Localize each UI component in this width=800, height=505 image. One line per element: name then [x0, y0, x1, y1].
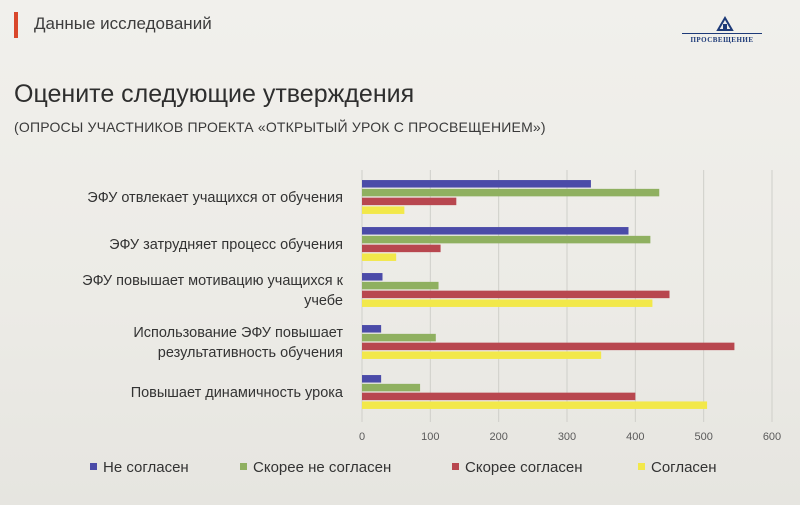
- bar: [362, 244, 441, 253]
- bar-chart: 0 100 200 300 400 500 600 ЭФУ отвлекает учащихс…: [82, 170, 781, 443]
- legend-item: Согласен: [638, 459, 717, 476]
- logo-emblem-icon: [716, 16, 734, 31]
- bar: [362, 383, 421, 392]
- chart-legend: Не согласен Скорее не согласен Скорее согл…: [90, 459, 730, 479]
- category-label: Повышает динамичность урока: [131, 385, 344, 401]
- category-label: ЭФУ затрудняет процесс обучения: [109, 237, 343, 253]
- slide-title: Оцените следующие утверждения: [14, 80, 415, 108]
- bar: [362, 281, 439, 290]
- legend-label: Согласен: [651, 459, 717, 476]
- x-tick-label: 300: [558, 431, 576, 443]
- category-label: учебе: [304, 293, 343, 309]
- bar: [362, 235, 651, 244]
- logo-text: ПРОСВЕЩЕНИЕ: [690, 36, 754, 44]
- legend-label: Не согласен: [103, 459, 189, 476]
- bar: [362, 325, 382, 333]
- bar: [362, 290, 670, 299]
- bar: [362, 333, 436, 342]
- bar: [362, 401, 708, 409]
- bar: [362, 375, 382, 383]
- publisher-logo: ПРОСВЕЩЕНИЕ: [676, 16, 768, 50]
- legend-swatch: [452, 462, 459, 470]
- bar: [362, 342, 735, 351]
- bar: [362, 273, 383, 281]
- legend-item: Не согласен: [90, 459, 189, 476]
- slide-header: Данные исследований ПРОСВЕЩЕНИЕ: [0, 0, 800, 60]
- bar: [362, 180, 591, 188]
- legend-label: Скорее согласен: [465, 459, 583, 476]
- x-tick-label: 500: [694, 431, 712, 443]
- bar: [362, 188, 660, 197]
- bar: [362, 299, 653, 307]
- x-tick-label: 400: [626, 431, 644, 443]
- slide-subtitle: (ОПРОСЫ УЧАСТНИКОВ ПРОЕКТА «ОТКРЫТЫЙ УРО…: [14, 119, 546, 135]
- bar: [362, 227, 629, 235]
- bar: [362, 392, 636, 401]
- legend-item: Скорее не согласен: [240, 459, 391, 476]
- legend-swatch: [638, 462, 645, 470]
- legend-swatch: [90, 462, 97, 470]
- legend-item: Скорее согласен: [452, 459, 582, 476]
- category-label: ЭФУ повышает мотивацию учащихся к: [82, 273, 344, 289]
- x-tick-label: 0: [359, 431, 365, 443]
- legend-label: Скорее не согласен: [253, 459, 392, 476]
- category-label: результативность обучения: [158, 345, 343, 361]
- bar: [362, 253, 397, 261]
- section-title: Данные исследований: [34, 14, 212, 33]
- logo-line: [682, 33, 762, 34]
- category-label: ЭФУ отвлекает учащихся от обучения: [87, 190, 343, 206]
- bar: [362, 197, 457, 206]
- bar: [362, 351, 602, 359]
- header-accent-bar: [14, 12, 18, 38]
- x-tick-label: 200: [489, 431, 507, 443]
- x-tick-label: 100: [421, 431, 439, 443]
- x-tick-label: 600: [763, 431, 781, 443]
- category-label: Использование ЭФУ повышает: [133, 325, 343, 341]
- bar: [362, 206, 405, 214]
- legend-swatch: [240, 462, 247, 470]
